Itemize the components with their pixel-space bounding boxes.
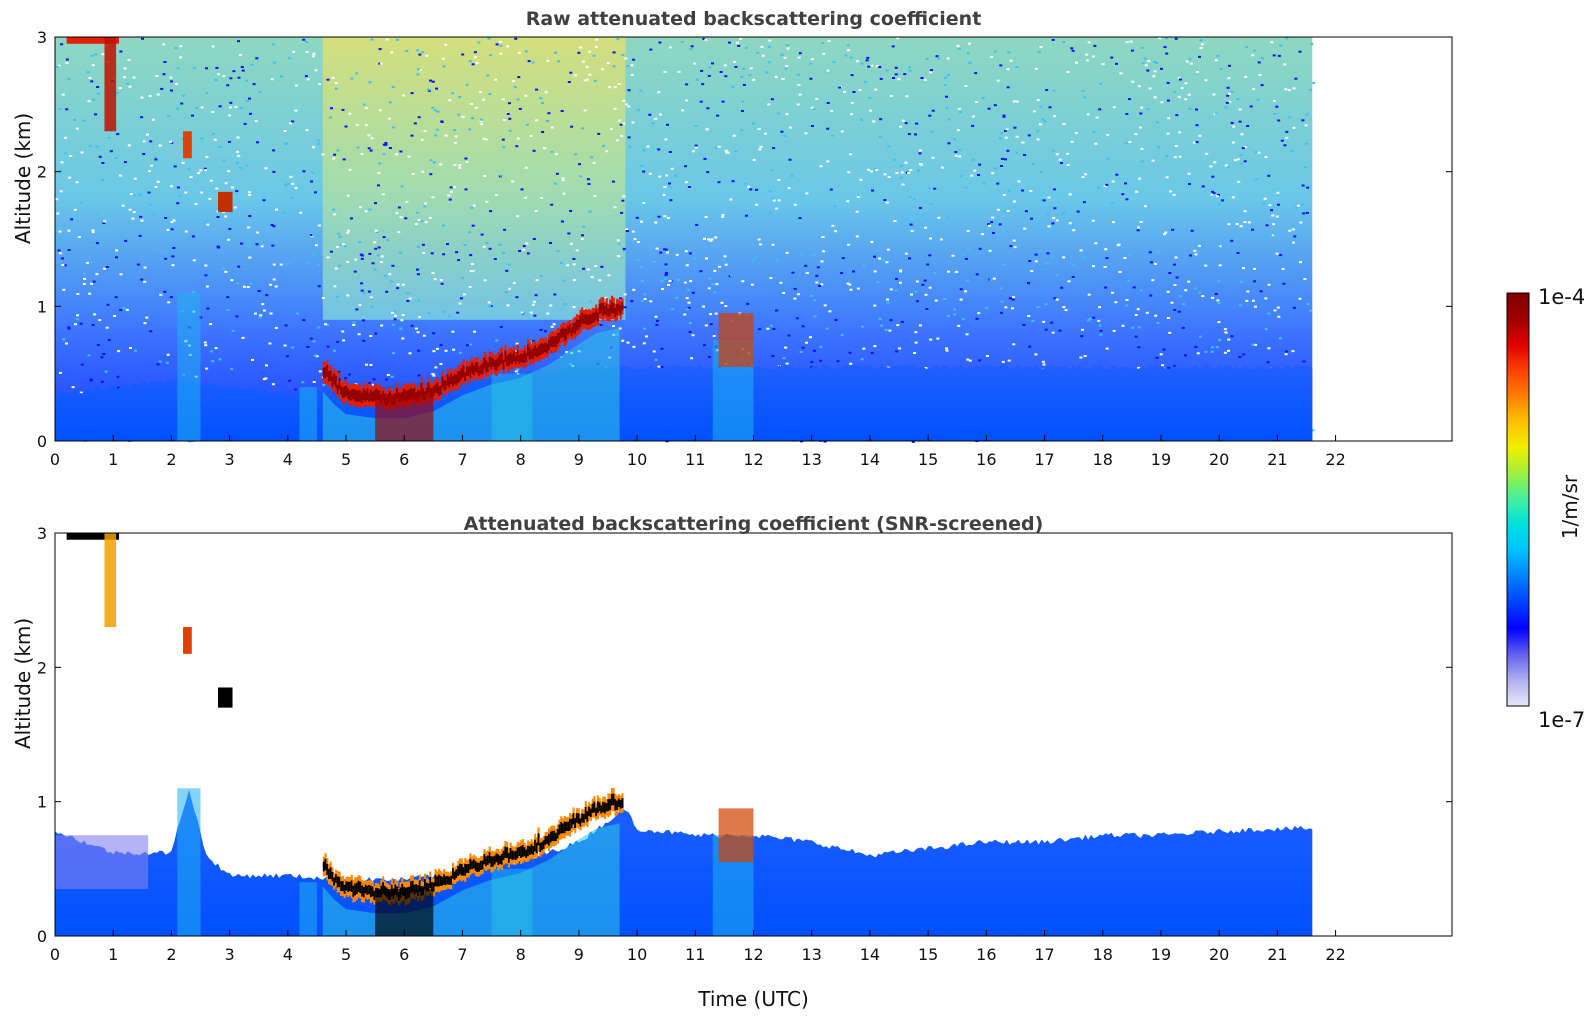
x-tick-label: 6 [399, 945, 409, 964]
x-tick-label: 21 [1267, 945, 1287, 964]
colorbar-min-label: 1e-7 [1538, 708, 1586, 732]
x-tick-label: 13 [802, 450, 822, 469]
y-tick-label: 1 [37, 793, 47, 812]
x-tick-label: 8 [516, 945, 526, 964]
x-tick-label: 14 [860, 450, 880, 469]
x-tick-label: 19 [1151, 945, 1171, 964]
boundary-layer [55, 789, 1313, 936]
x-tick-label: 2 [166, 450, 176, 469]
x-tick-label: 9 [574, 450, 584, 469]
x-tick-label: 0 [50, 450, 60, 469]
x-tick-label: 12 [743, 450, 763, 469]
high-noise-region [322, 37, 626, 320]
colorbar-gradient [1506, 292, 1530, 707]
x-tick-label: 17 [1034, 450, 1054, 469]
x-tick-label: 5 [341, 450, 351, 469]
y-tick-label: 2 [37, 658, 47, 677]
x-tick-label: 18 [1093, 945, 1113, 964]
x-tick-label: 10 [627, 945, 647, 964]
backscatter-heatmap [55, 37, 1316, 443]
x-tick-label: 21 [1267, 450, 1287, 469]
high-cloud-features [66, 37, 754, 367]
x-tick-label: 3 [225, 450, 235, 469]
x-tick-label: 16 [976, 450, 996, 469]
y-tick-label: 1 [37, 297, 47, 316]
x-tick-label: 7 [457, 450, 467, 469]
x-tick-label: 20 [1209, 945, 1229, 964]
x-tick-label: 11 [685, 945, 705, 964]
chart-title-screened: Attenuated backscattering coefficient (S… [463, 513, 1044, 535]
stratocumulus-cloud [322, 295, 624, 441]
x-tick-label: 15 [918, 450, 938, 469]
x-tick-label: 0 [50, 945, 60, 964]
x-axis-label: Time (UTC) [698, 987, 809, 1011]
y-tick-label: 0 [37, 927, 47, 946]
x-tick-label: 6 [399, 450, 409, 469]
y-tick-label: 3 [37, 524, 47, 543]
x-tick-label: 11 [685, 450, 705, 469]
x-tick-label: 22 [1325, 945, 1345, 964]
y-tick-label: 0 [37, 432, 47, 451]
x-tick-label: 5 [341, 945, 351, 964]
stratocumulus-cloud [322, 788, 624, 936]
x-tick-label: 13 [802, 945, 822, 964]
panel-snr-screened: 0 1 2 3 4 5 6 7 8 9 10 11 12 13 14 15 16 17 18 19 20 21 22 012… [37, 524, 1453, 964]
x-tick-label: 8 [516, 450, 526, 469]
colorbar-max-label: 1e-4 [1538, 285, 1586, 309]
high-cloud-features [66, 533, 754, 863]
x-tick-label: 2 [166, 945, 176, 964]
x-tick-label: 7 [457, 945, 467, 964]
y-axis-label-raw: Altitude (km) [11, 112, 35, 244]
x-tick-label: 3 [225, 945, 235, 964]
x-tick-labels: 0 1 2 3 4 5 6 7 8 9 10 11 12 13 14 15 16 17 18 19 20 21 22 [50, 945, 1346, 964]
panel-raw: 0 1 2 3 4 5 6 7 8 9 10 11 12 13 14 15 16 17 18 19 20 21 22 012… [37, 28, 1453, 469]
colorbar [1506, 292, 1530, 707]
x-tick-label: 14 [860, 945, 880, 964]
sub-cloud-region [322, 823, 620, 936]
x-tick-label: 12 [743, 945, 763, 964]
x-tick-label: 10 [627, 450, 647, 469]
x-tick-label: 4 [283, 945, 293, 964]
x-tick-label: 15 [918, 945, 938, 964]
x-tick-label: 20 [1209, 450, 1229, 469]
colorbar-unit-label: 1/m/sr [1558, 474, 1582, 540]
tick-marks [54, 532, 1452, 937]
x-tick-label: 17 [1034, 945, 1054, 964]
x-tick-labels: 0 1 2 3 4 5 6 7 8 9 10 11 12 13 14 15 16 17 18 19 20 21 22 [50, 450, 1346, 469]
x-tick-label: 1 [108, 450, 118, 469]
x-tick-label: 4 [283, 450, 293, 469]
y-axis-label-screened: Altitude (km) [11, 617, 35, 749]
y-tick-label: 3 [37, 28, 47, 47]
tick-marks [54, 36, 1452, 442]
y-tick-labels: 0 1 2 3 [37, 28, 47, 451]
x-tick-label: 1 [108, 945, 118, 964]
bl-haze [55, 835, 149, 889]
x-tick-label: 18 [1093, 450, 1113, 469]
backscatter-heatmap [55, 533, 1452, 936]
chart-title-raw: Raw attenuated backscattering coefficien… [525, 8, 982, 30]
x-tick-label: 16 [976, 945, 996, 964]
y-tick-labels: 0 1 2 3 [37, 524, 47, 946]
x-tick-label: 9 [574, 945, 584, 964]
x-tick-label: 19 [1151, 450, 1171, 469]
x-tick-label: 22 [1325, 450, 1345, 469]
y-tick-label: 2 [37, 163, 47, 182]
sub-cloud-region [322, 327, 620, 441]
